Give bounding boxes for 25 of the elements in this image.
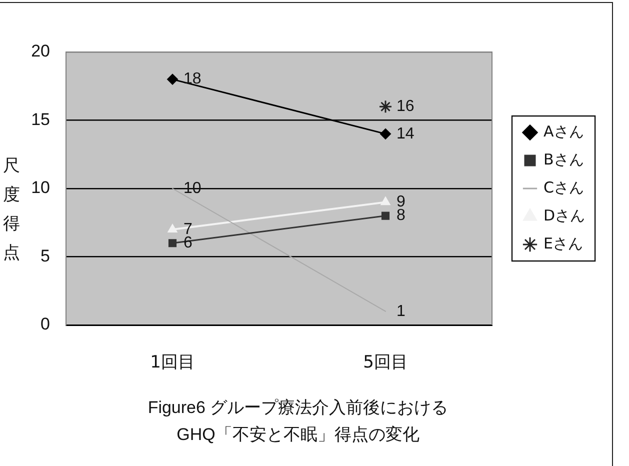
y-tick-label: 0 [40, 314, 50, 334]
data-label: 16 [396, 98, 414, 116]
legend-label: Bさん [544, 150, 584, 168]
point [167, 74, 178, 85]
y-tick-label: 15 [31, 110, 50, 129]
data-label: 14 [396, 125, 414, 142]
legend-label: Eさん [544, 234, 583, 252]
x-tick-label: 1回目 [150, 352, 195, 373]
text: Figure6 グループ療法介入前後における GHQ「不安と不眠」得点の変化 [146, 397, 450, 446]
y-axis-title: 尺度得点 [3, 155, 21, 265]
y-tick-label: 20 [31, 42, 50, 61]
point [168, 239, 177, 248]
data-label: 18 [184, 70, 202, 88]
point [381, 212, 390, 220]
data-label: 7 [184, 220, 192, 238]
legend-label: Aさん [544, 122, 584, 140]
data-label: 8 [396, 207, 406, 224]
point [380, 128, 391, 140]
y-tick-label: 5 [40, 246, 50, 266]
legend-label: Cさん [544, 178, 584, 196]
legend-label: Dさん [544, 206, 586, 224]
data-label: 1 [396, 302, 406, 320]
y-tick-label: 10 [31, 178, 50, 198]
point [378, 100, 392, 114]
x-tick-label: 5回目 [363, 352, 408, 373]
